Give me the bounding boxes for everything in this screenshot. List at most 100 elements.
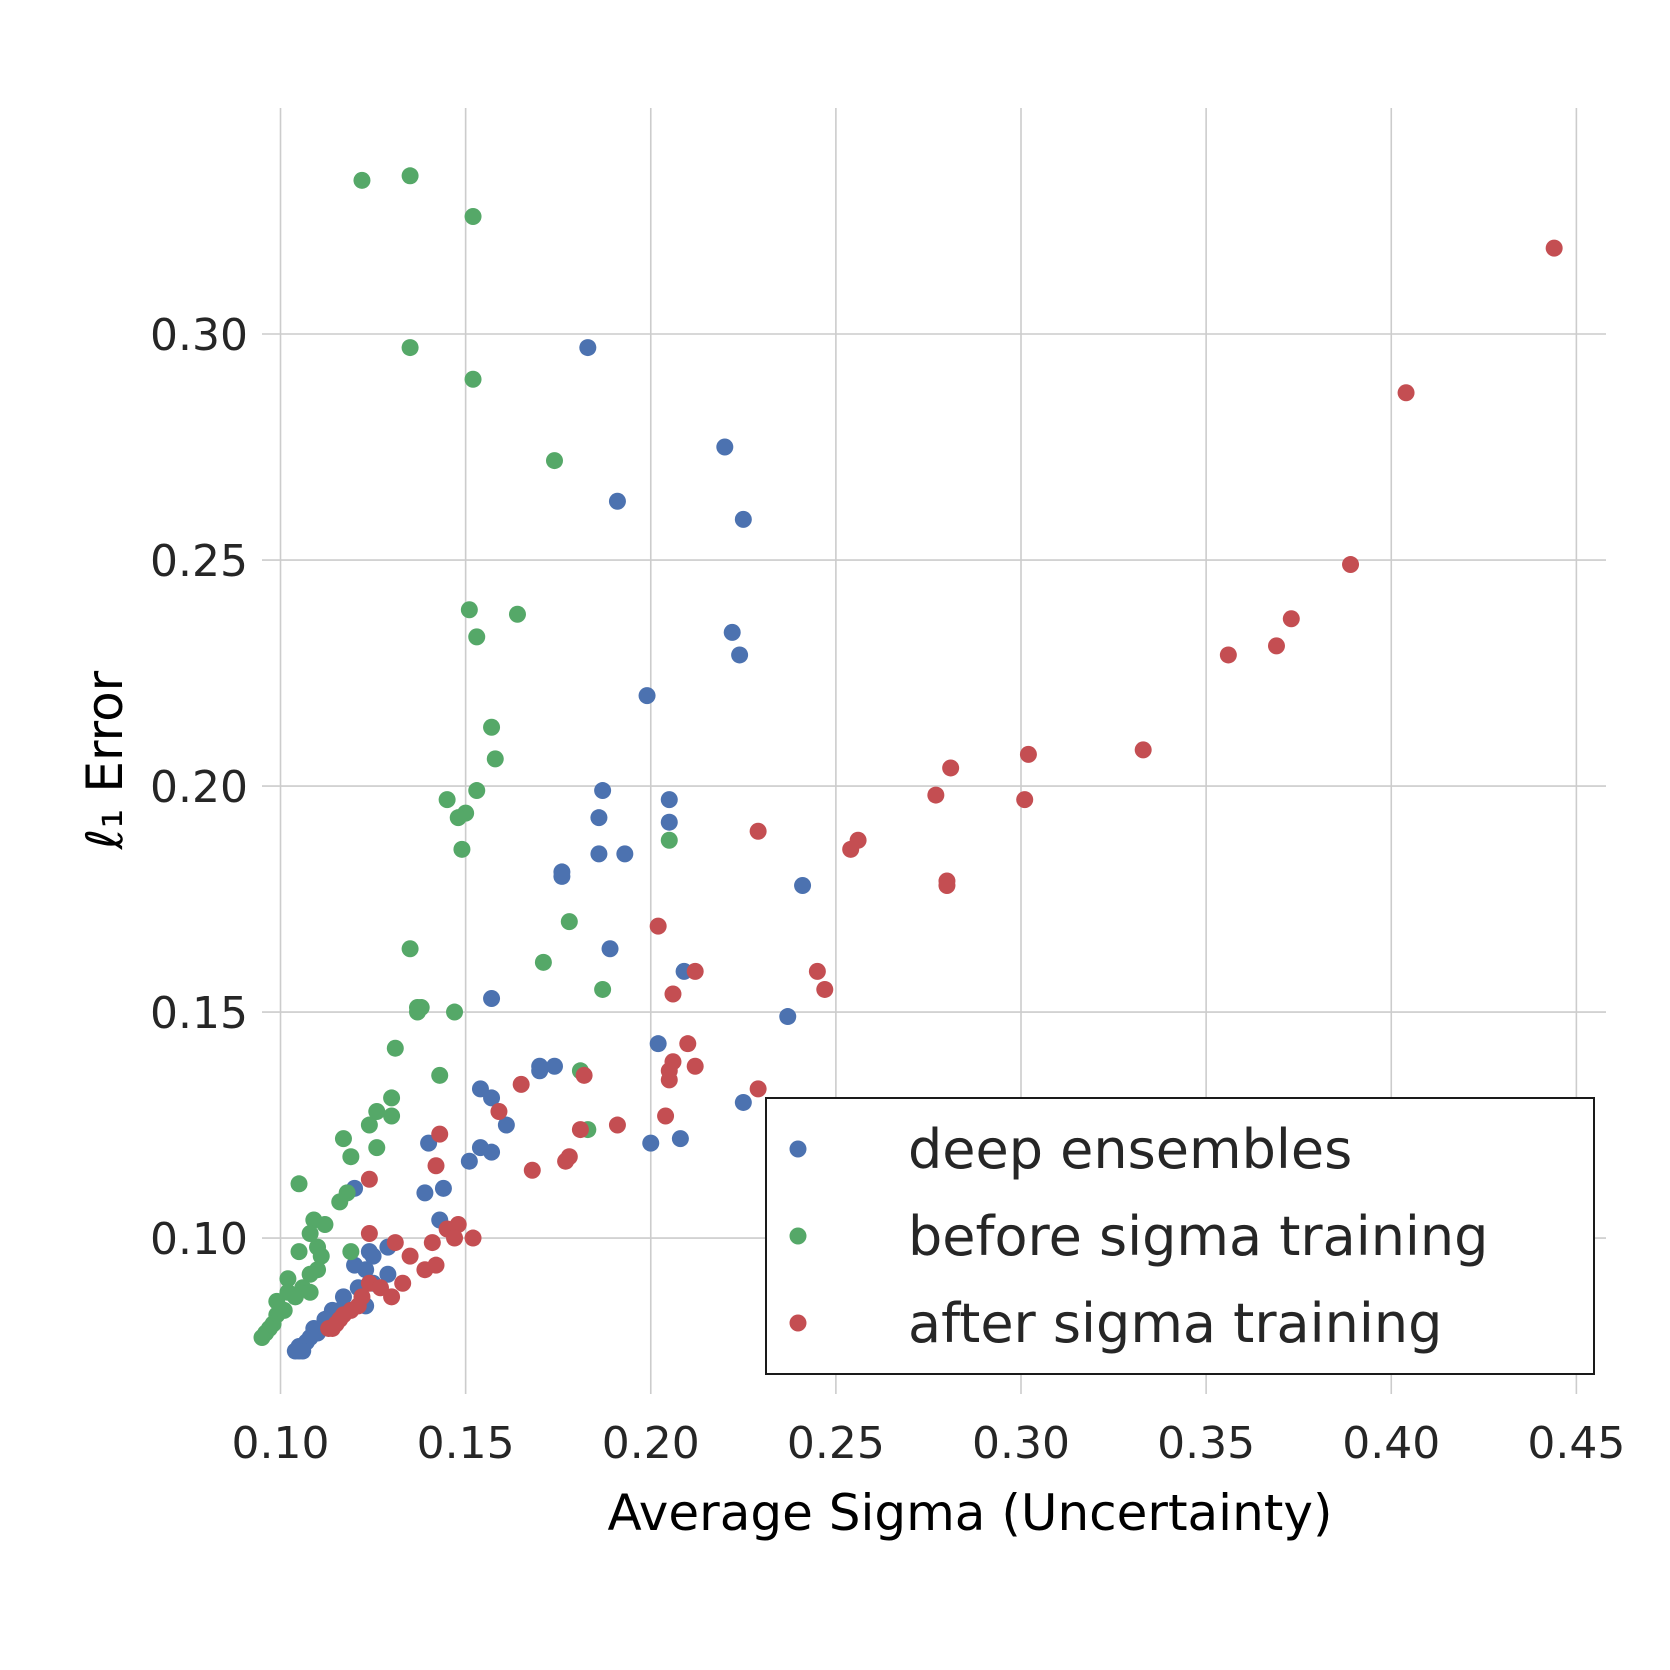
data-point bbox=[716, 438, 734, 456]
data-point bbox=[927, 786, 945, 804]
data-point bbox=[312, 1247, 330, 1265]
data-point bbox=[460, 601, 478, 619]
x-tick-label: 0.15 bbox=[417, 1418, 515, 1469]
data-point bbox=[446, 1229, 464, 1247]
data-point bbox=[686, 962, 704, 980]
data-point bbox=[608, 1116, 626, 1134]
series-deep-ensembles bbox=[286, 339, 812, 1360]
data-point bbox=[334, 1288, 352, 1306]
data-point bbox=[723, 623, 741, 641]
data-point bbox=[734, 510, 752, 528]
data-point bbox=[660, 813, 678, 831]
data-point bbox=[660, 1071, 678, 1089]
data-point bbox=[483, 989, 501, 1007]
x-tick-label: 0.45 bbox=[1527, 1418, 1625, 1469]
y-tick-labels: 0.10 0.15 0.20 0.25 0.30 bbox=[150, 310, 248, 1265]
data-point bbox=[409, 1003, 427, 1021]
data-point bbox=[431, 1066, 449, 1084]
data-point bbox=[749, 822, 767, 840]
data-point bbox=[357, 1261, 375, 1279]
data-point bbox=[616, 845, 634, 863]
data-point bbox=[483, 1143, 501, 1161]
data-point bbox=[571, 1121, 589, 1139]
data-point bbox=[938, 876, 956, 894]
series-before-sigma-training bbox=[253, 167, 678, 1346]
data-point bbox=[368, 1139, 386, 1157]
x-tick-label: 0.30 bbox=[972, 1418, 1070, 1469]
data-point bbox=[1342, 556, 1360, 574]
data-point bbox=[342, 1243, 360, 1261]
data-point bbox=[360, 1116, 378, 1134]
data-point bbox=[794, 876, 812, 894]
data-point bbox=[579, 339, 597, 357]
x-tick-labels: 0.10 0.15 0.20 0.25 0.30 0.35 0.40 0.45 bbox=[232, 1418, 1626, 1469]
legend-label: after sigma training bbox=[908, 1292, 1442, 1355]
data-point bbox=[531, 1062, 549, 1080]
data-point bbox=[253, 1328, 271, 1346]
data-point bbox=[686, 1057, 704, 1075]
data-point bbox=[416, 1261, 434, 1279]
data-point bbox=[290, 1175, 308, 1193]
data-point bbox=[301, 1265, 319, 1283]
data-point bbox=[512, 1075, 530, 1093]
data-point bbox=[808, 962, 826, 980]
data-point bbox=[638, 687, 656, 705]
x-tick-label: 0.10 bbox=[232, 1418, 330, 1469]
data-point bbox=[942, 759, 960, 777]
data-point bbox=[575, 1066, 593, 1084]
x-tick-label: 0.40 bbox=[1342, 1418, 1440, 1469]
data-point bbox=[334, 1130, 352, 1148]
y-tick-label: 0.10 bbox=[150, 1214, 248, 1265]
legend-label: before sigma training bbox=[908, 1205, 1488, 1268]
data-point bbox=[401, 1247, 419, 1265]
y-axis-label: ℓ₁ Error bbox=[76, 670, 134, 850]
data-point bbox=[649, 917, 667, 935]
data-point bbox=[1545, 239, 1563, 257]
x-tick-label: 0.25 bbox=[787, 1418, 885, 1469]
data-point bbox=[1219, 646, 1237, 664]
data-point bbox=[431, 1125, 449, 1143]
data-point bbox=[508, 605, 526, 623]
data-point bbox=[657, 1107, 675, 1125]
legend: deep ensembles before sigma training after… bbox=[765, 1097, 1595, 1375]
data-point bbox=[590, 845, 608, 863]
data-point bbox=[360, 1225, 378, 1243]
data-point bbox=[464, 370, 482, 388]
data-point bbox=[379, 1265, 397, 1283]
data-point bbox=[642, 1134, 660, 1152]
data-point bbox=[545, 452, 563, 470]
data-point bbox=[360, 1170, 378, 1188]
series-after-sigma-training bbox=[320, 239, 1563, 1337]
data-point bbox=[427, 1157, 445, 1175]
data-point bbox=[1282, 610, 1300, 628]
data-point bbox=[560, 913, 578, 931]
data-point bbox=[1019, 745, 1037, 763]
data-point bbox=[842, 840, 860, 858]
x-tick-label: 0.35 bbox=[1157, 1418, 1255, 1469]
data-point bbox=[279, 1270, 297, 1288]
data-point bbox=[490, 1102, 508, 1120]
data-point bbox=[594, 782, 612, 800]
data-point bbox=[1397, 384, 1415, 402]
data-point bbox=[497, 1116, 515, 1134]
data-point bbox=[290, 1243, 308, 1261]
data-point bbox=[534, 953, 552, 971]
data-point bbox=[301, 1283, 319, 1301]
data-point bbox=[1267, 637, 1285, 655]
x-tick-label: 0.20 bbox=[602, 1418, 700, 1469]
legend-marker bbox=[789, 1140, 807, 1158]
data-point bbox=[383, 1288, 401, 1306]
y-tick-label: 0.30 bbox=[150, 310, 248, 361]
data-point bbox=[416, 1184, 434, 1202]
data-point bbox=[679, 1035, 697, 1053]
legend-box bbox=[765, 1097, 1595, 1375]
data-point bbox=[320, 1319, 338, 1337]
data-point bbox=[594, 980, 612, 998]
data-point bbox=[749, 1080, 767, 1098]
data-point bbox=[483, 1089, 501, 1107]
data-point bbox=[557, 1152, 575, 1170]
data-point bbox=[601, 940, 619, 958]
legend-marker bbox=[789, 1227, 807, 1245]
data-point bbox=[523, 1161, 541, 1179]
